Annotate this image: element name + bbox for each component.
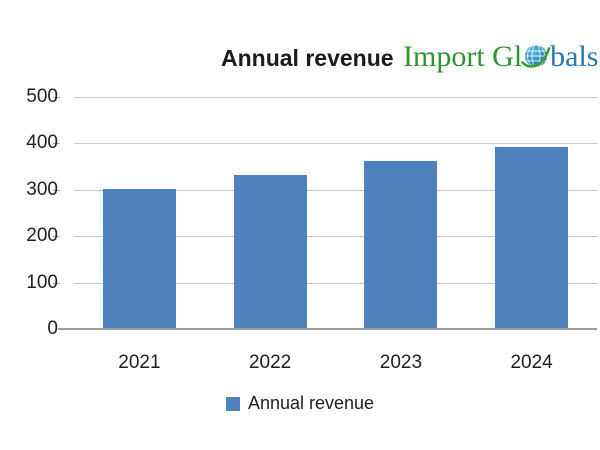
- bar-2022: [233, 174, 307, 328]
- legend-swatch-icon: [225, 396, 240, 411]
- x-axis-label-2022: 2022: [248, 352, 292, 373]
- globe-icon: [521, 40, 551, 73]
- gridline-500: [74, 97, 597, 98]
- y-axis-label-0: 0: [47, 318, 58, 339]
- bar-2024: [495, 147, 569, 328]
- chart-title: Annual revenue: [221, 45, 394, 71]
- gridline-400: [74, 143, 597, 145]
- legend-label: Annual revenue: [247, 393, 375, 413]
- y-axis-label-100: 100: [26, 271, 58, 293]
- gridline-200: [74, 236, 597, 238]
- x-axis-label-2023: 2023: [379, 352, 423, 373]
- y-tick: [53, 236, 60, 238]
- plot-area: 500 400 300 200 100 0 2021 2022 2023 202…: [26, 87, 597, 373]
- y-tick: [53, 143, 60, 145]
- x-axis-label-2021: 2021: [118, 352, 161, 373]
- x-axis-label-2024: 2024: [510, 352, 553, 373]
- y-axis-label-300: 300: [26, 178, 58, 200]
- y-tick: [53, 97, 60, 98]
- legend: Annual revenue: [0, 393, 600, 414]
- import-globals-logo: Import Gl bals: [403, 40, 598, 74]
- y-axis-label-500: 500: [26, 86, 58, 107]
- y-tick: [53, 189, 60, 191]
- y-axis-label-400: 400: [26, 132, 58, 154]
- bar-2023: [364, 160, 438, 328]
- bar-2021: [102, 188, 176, 328]
- y-tick: [53, 282, 60, 284]
- gridline-300: [74, 189, 597, 191]
- y-axis-label-200: 200: [26, 225, 58, 247]
- gridline-100: [74, 282, 597, 284]
- logo-text-blue: bals: [550, 40, 599, 73]
- x-axis-line: [58, 328, 597, 330]
- logo-text-green: Import Gl: [403, 40, 523, 73]
